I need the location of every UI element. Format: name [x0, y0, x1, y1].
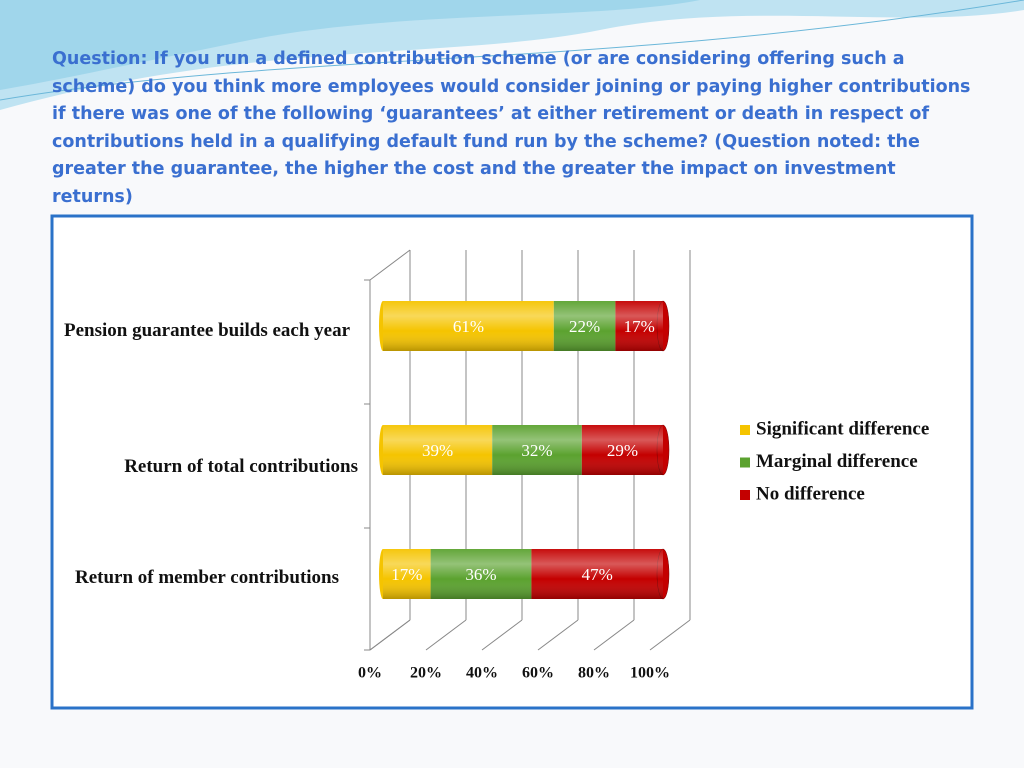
- bar-shine: [383, 301, 663, 351]
- x-tick-label: 100%: [630, 665, 670, 682]
- legend-label: Significant difference: [756, 418, 929, 439]
- category-label: Pension guarantee builds each year: [63, 320, 351, 341]
- grid-line: [425, 619, 467, 651]
- legend-label: No difference: [756, 483, 865, 504]
- value-label: 22%: [569, 317, 600, 336]
- x-tick-label: 20%: [410, 665, 442, 682]
- value-label: 36%: [465, 565, 496, 584]
- grid-line: [481, 619, 523, 651]
- value-label: 17%: [391, 565, 422, 584]
- x-tick-label: 40%: [466, 665, 498, 682]
- category-label: Return of total contributions: [124, 456, 358, 477]
- value-label: 17%: [624, 317, 655, 336]
- x-tick-label: 60%: [522, 665, 554, 682]
- question-title: Question: If you run a defined contribut…: [52, 49, 971, 207]
- value-label: 39%: [422, 441, 453, 460]
- value-label: 61%: [453, 317, 484, 336]
- value-label: 47%: [582, 565, 613, 584]
- legend-swatch: [740, 457, 750, 468]
- wave: [0, 0, 700, 90]
- bar-shine: [383, 549, 663, 599]
- grid-line: [649, 619, 691, 651]
- axis-line: [369, 249, 411, 281]
- grid-line: [369, 619, 411, 651]
- value-label: 29%: [607, 441, 638, 460]
- legend-label: Marginal difference: [756, 451, 918, 472]
- grid-line: [537, 619, 579, 651]
- value-label: 32%: [521, 441, 552, 460]
- category-label: Return of member contributions: [74, 567, 340, 588]
- bar-shine: [383, 425, 663, 475]
- x-tick-label: 80%: [578, 665, 610, 682]
- wave-line: [0, 0, 1024, 101]
- x-tick-label: 0%: [358, 665, 382, 682]
- legend-swatch: [740, 425, 750, 435]
- grid-line: [593, 619, 635, 651]
- legend-swatch: [740, 490, 750, 500]
